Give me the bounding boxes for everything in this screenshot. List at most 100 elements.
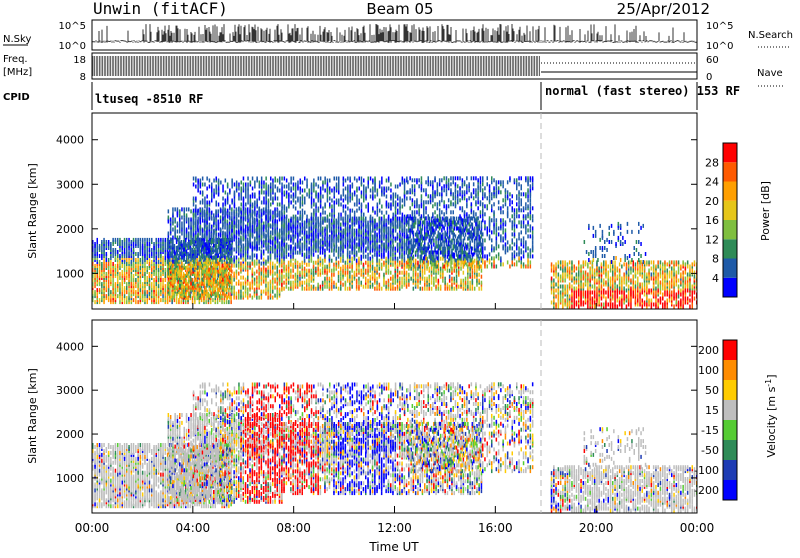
power-point-3134 — [259, 229, 261, 233]
power-point-3238 — [275, 237, 277, 241]
power-point-1861 — [204, 274, 206, 278]
power-point-1506 — [172, 276, 174, 280]
power-point-3095 — [252, 193, 254, 197]
power-point-1566 — [177, 246, 179, 250]
power-point-2064 — [222, 286, 224, 290]
power-point-1486 — [170, 262, 172, 266]
power-point-2248 — [238, 264, 240, 268]
power-point-3007 — [238, 193, 240, 197]
power-point-1545 — [174, 230, 176, 234]
power-point-181 — [108, 240, 110, 244]
power-point-4196 — [302, 281, 304, 285]
power-point-4852 — [372, 217, 374, 221]
power-point-4802 — [367, 241, 369, 245]
power-point-4170 — [297, 245, 299, 249]
power-point-3281 — [281, 205, 283, 209]
power-point-3064 — [247, 193, 249, 197]
power-point-1407 — [228, 300, 230, 304]
power-point-2261 — [238, 220, 240, 224]
power-point-4016 — [281, 269, 283, 273]
power-point-2796 — [200, 221, 202, 225]
power-point-634 — [153, 278, 155, 282]
power-point-1466 — [168, 244, 170, 248]
power-point-224 — [112, 248, 114, 252]
power-point-87 — [99, 260, 101, 264]
power-point-4426 — [326, 265, 328, 269]
power-point-4140 — [292, 217, 294, 221]
power-point-4046 — [283, 237, 285, 241]
power-point-4311 — [313, 265, 315, 269]
power-point-544 — [144, 264, 146, 268]
power-point-3691 — [349, 185, 351, 189]
power-point-489 — [140, 280, 142, 284]
power-point-2324 — [245, 286, 247, 290]
power-point-3122 — [256, 227, 258, 231]
power-point-3396 — [300, 187, 302, 191]
power-point-3038 — [243, 187, 245, 191]
power-point-741 — [162, 256, 164, 260]
power-point-3662 — [345, 187, 347, 191]
power-point-1242 — [212, 298, 214, 302]
power-point-2193 — [231, 216, 233, 220]
power-point-3948 — [395, 193, 397, 197]
power-point-2446 — [256, 296, 258, 300]
power-point-1916 — [209, 294, 211, 298]
power-point-3016 — [241, 211, 243, 215]
power-point-4589 — [345, 217, 347, 221]
power-point-4167 — [297, 265, 299, 269]
power-point-2350 — [247, 282, 249, 286]
power-point-3850 — [379, 199, 381, 203]
power-point-505 — [140, 238, 142, 242]
power-point-755 — [165, 288, 167, 292]
power-point-2855 — [209, 185, 211, 189]
power-point-2036 — [220, 292, 222, 296]
power-point-3404 — [302, 201, 304, 205]
power-point-2981 — [234, 213, 236, 217]
power-point-3512 — [320, 191, 322, 195]
power-point-388 — [128, 238, 130, 242]
power-point-4636 — [349, 219, 351, 223]
power-point-4541 — [340, 273, 342, 277]
power-point-179 — [108, 246, 110, 250]
power-point-3091 — [252, 211, 254, 215]
power-point-4180 — [299, 277, 301, 281]
power-point-1569 — [177, 230, 179, 234]
power-point-3365 — [295, 195, 297, 199]
power-point-2022 — [218, 288, 220, 292]
power-point-2432 — [254, 272, 256, 276]
power-point-3011 — [241, 231, 243, 235]
power-point-2700 — [279, 274, 281, 278]
power-point-3427 — [306, 183, 308, 187]
power-point-475 — [137, 258, 139, 262]
power-point-345 — [126, 290, 128, 294]
power-point-3142 — [259, 181, 261, 185]
power-point-2879 — [213, 179, 215, 183]
power-point-2599 — [270, 270, 272, 274]
power-point-4593 — [347, 275, 349, 279]
power-point-4784 — [365, 229, 367, 233]
power-point-1893 — [206, 266, 208, 270]
power-point-1505 — [172, 280, 174, 284]
power-point-4715 — [358, 243, 360, 247]
power-point-4658 — [351, 223, 353, 227]
power-point-1468 — [168, 238, 170, 242]
power-point-563 — [147, 276, 149, 280]
power-point-1595 — [179, 226, 181, 230]
power-point-3648 — [343, 189, 345, 193]
power-point-3158 — [261, 177, 263, 181]
power-point-3262 — [279, 235, 281, 239]
power-point-2881 — [216, 239, 218, 243]
power-point-1499 — [172, 296, 174, 300]
power-point-4731 — [361, 255, 363, 259]
power-point-2875 — [213, 217, 215, 221]
power-point-4505 — [336, 245, 338, 249]
power-point-1618 — [181, 232, 183, 236]
power-point-3576 — [331, 209, 333, 213]
power-point-3537 — [324, 189, 326, 193]
power-point-3631 — [340, 217, 342, 221]
power-point-2067 — [222, 274, 224, 278]
power-point-3725 — [356, 195, 358, 199]
power-point-2033 — [218, 213, 220, 217]
power-point-1464 — [168, 252, 170, 256]
power-point-3070 — [250, 243, 252, 247]
